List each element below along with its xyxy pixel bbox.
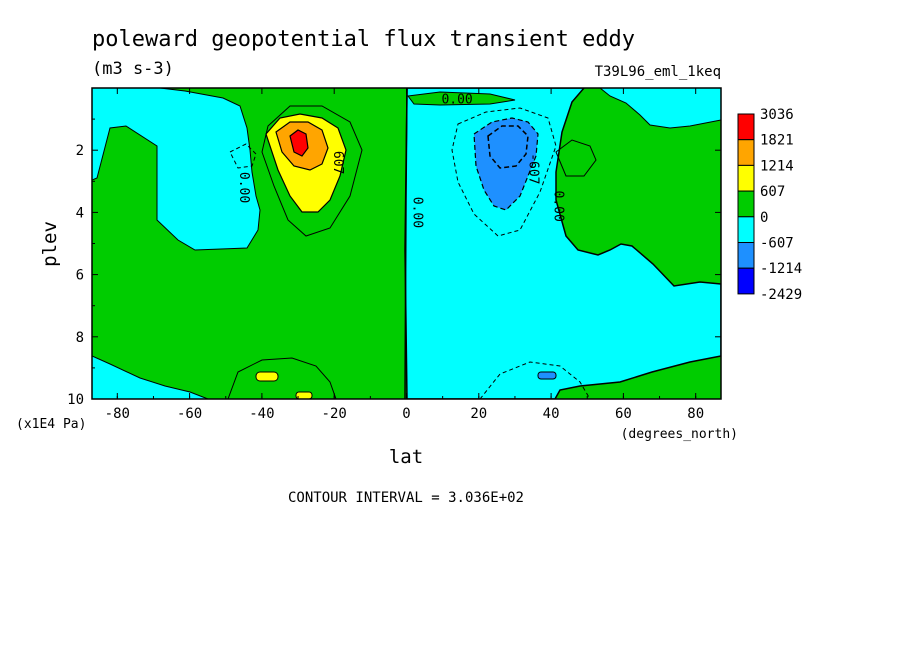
legend-level-label: 3036 — [760, 107, 794, 123]
pos-lobe-contour-3 — [261, 105, 363, 237]
legend-swatch — [737, 267, 755, 295]
color-legend: 3036 1821 1214 607 0 -607 -1214 -2429 — [737, 107, 802, 303]
legend-swatch — [737, 139, 755, 166]
neg-lobe-contour-4 — [229, 143, 257, 169]
contour-label: 0.00 — [410, 197, 425, 228]
neg-region-sh-surface — [92, 355, 209, 399]
neg-lobe-core — [487, 125, 529, 169]
x-tick-label: -80 — [105, 406, 130, 422]
pos-bump-nh — [555, 139, 597, 177]
legend-swatch — [737, 113, 755, 141]
x-tick-label: 40 — [543, 406, 560, 422]
pos-surface-blob-2 — [295, 391, 313, 399]
contour-label: 0.00 — [236, 172, 251, 203]
neg-region-nh-highlat — [599, 88, 721, 129]
legend-level-label: -607 — [760, 236, 794, 252]
x-tick-label: 80 — [687, 406, 704, 422]
chart-title: poleward geopotential flux transient edd… — [92, 27, 635, 52]
zero-label-strip — [407, 91, 516, 106]
contour-interval: CONTOUR INTERVAL = 3.036E+02 — [288, 490, 524, 506]
y-tick-label: 2 — [76, 143, 84, 159]
pos-surface-blob — [255, 371, 279, 382]
pos-lobe-peak — [289, 129, 309, 157]
y-axis-title: plev — [39, 221, 61, 267]
chart-units: (m3 s-3) — [92, 59, 174, 79]
neg-lobe-contour-3 — [451, 107, 557, 237]
y-axis: 2 4 6 8 10 — [67, 118, 721, 408]
x-tick-label: -60 — [177, 406, 202, 422]
pos-surface-contour — [227, 357, 337, 399]
y-tick-label: 8 — [76, 330, 84, 346]
legend-level-label: -2429 — [760, 287, 802, 303]
legend-level-label: 1821 — [760, 133, 794, 149]
legend-level-label: -1214 — [760, 261, 802, 277]
legend-swatch — [737, 190, 755, 218]
legend-swatch — [737, 242, 755, 269]
plot-area — [92, 88, 721, 399]
zero-contour-equator — [404, 88, 408, 399]
x-tick-label: 20 — [470, 406, 487, 422]
contour-label: 607 — [330, 151, 345, 174]
legend-swatch — [737, 164, 755, 192]
contour-label: 0.00 — [551, 191, 566, 222]
x-tick-label: -40 — [249, 406, 274, 422]
legend-level-label: 607 — [760, 184, 785, 200]
legend-swatch — [737, 216, 755, 244]
x-tick-label: 0 — [402, 406, 410, 422]
contour-label: 0.00 — [441, 93, 472, 108]
contour-label: -607 — [525, 153, 540, 184]
neg-surface-contour — [479, 361, 591, 399]
y-tick-label: 4 — [76, 205, 84, 221]
x-axis: -80 -60 -40 -20 0 20 40 60 80 — [105, 88, 704, 422]
legend-level-label: 0 — [760, 210, 768, 226]
neg-surface-blob — [537, 371, 557, 380]
x-axis-title: lat — [389, 446, 423, 468]
x-axis-units: (degrees_north) — [621, 427, 738, 442]
run-label: T39L96_eml_1keq — [595, 64, 721, 80]
y-tick-label: 10 — [67, 392, 84, 408]
y-axis-units: (x1E4 Pa) — [16, 417, 86, 432]
legend-level-label: 1214 — [760, 158, 794, 174]
neg-region-sh-highlat — [92, 88, 261, 251]
contour-labels: 0.00 0.00 0.00 0.00 607 -607 — [236, 93, 566, 229]
x-tick-label: 60 — [615, 406, 632, 422]
x-tick-label: -20 — [322, 406, 347, 422]
y-tick-label: 6 — [76, 268, 84, 284]
